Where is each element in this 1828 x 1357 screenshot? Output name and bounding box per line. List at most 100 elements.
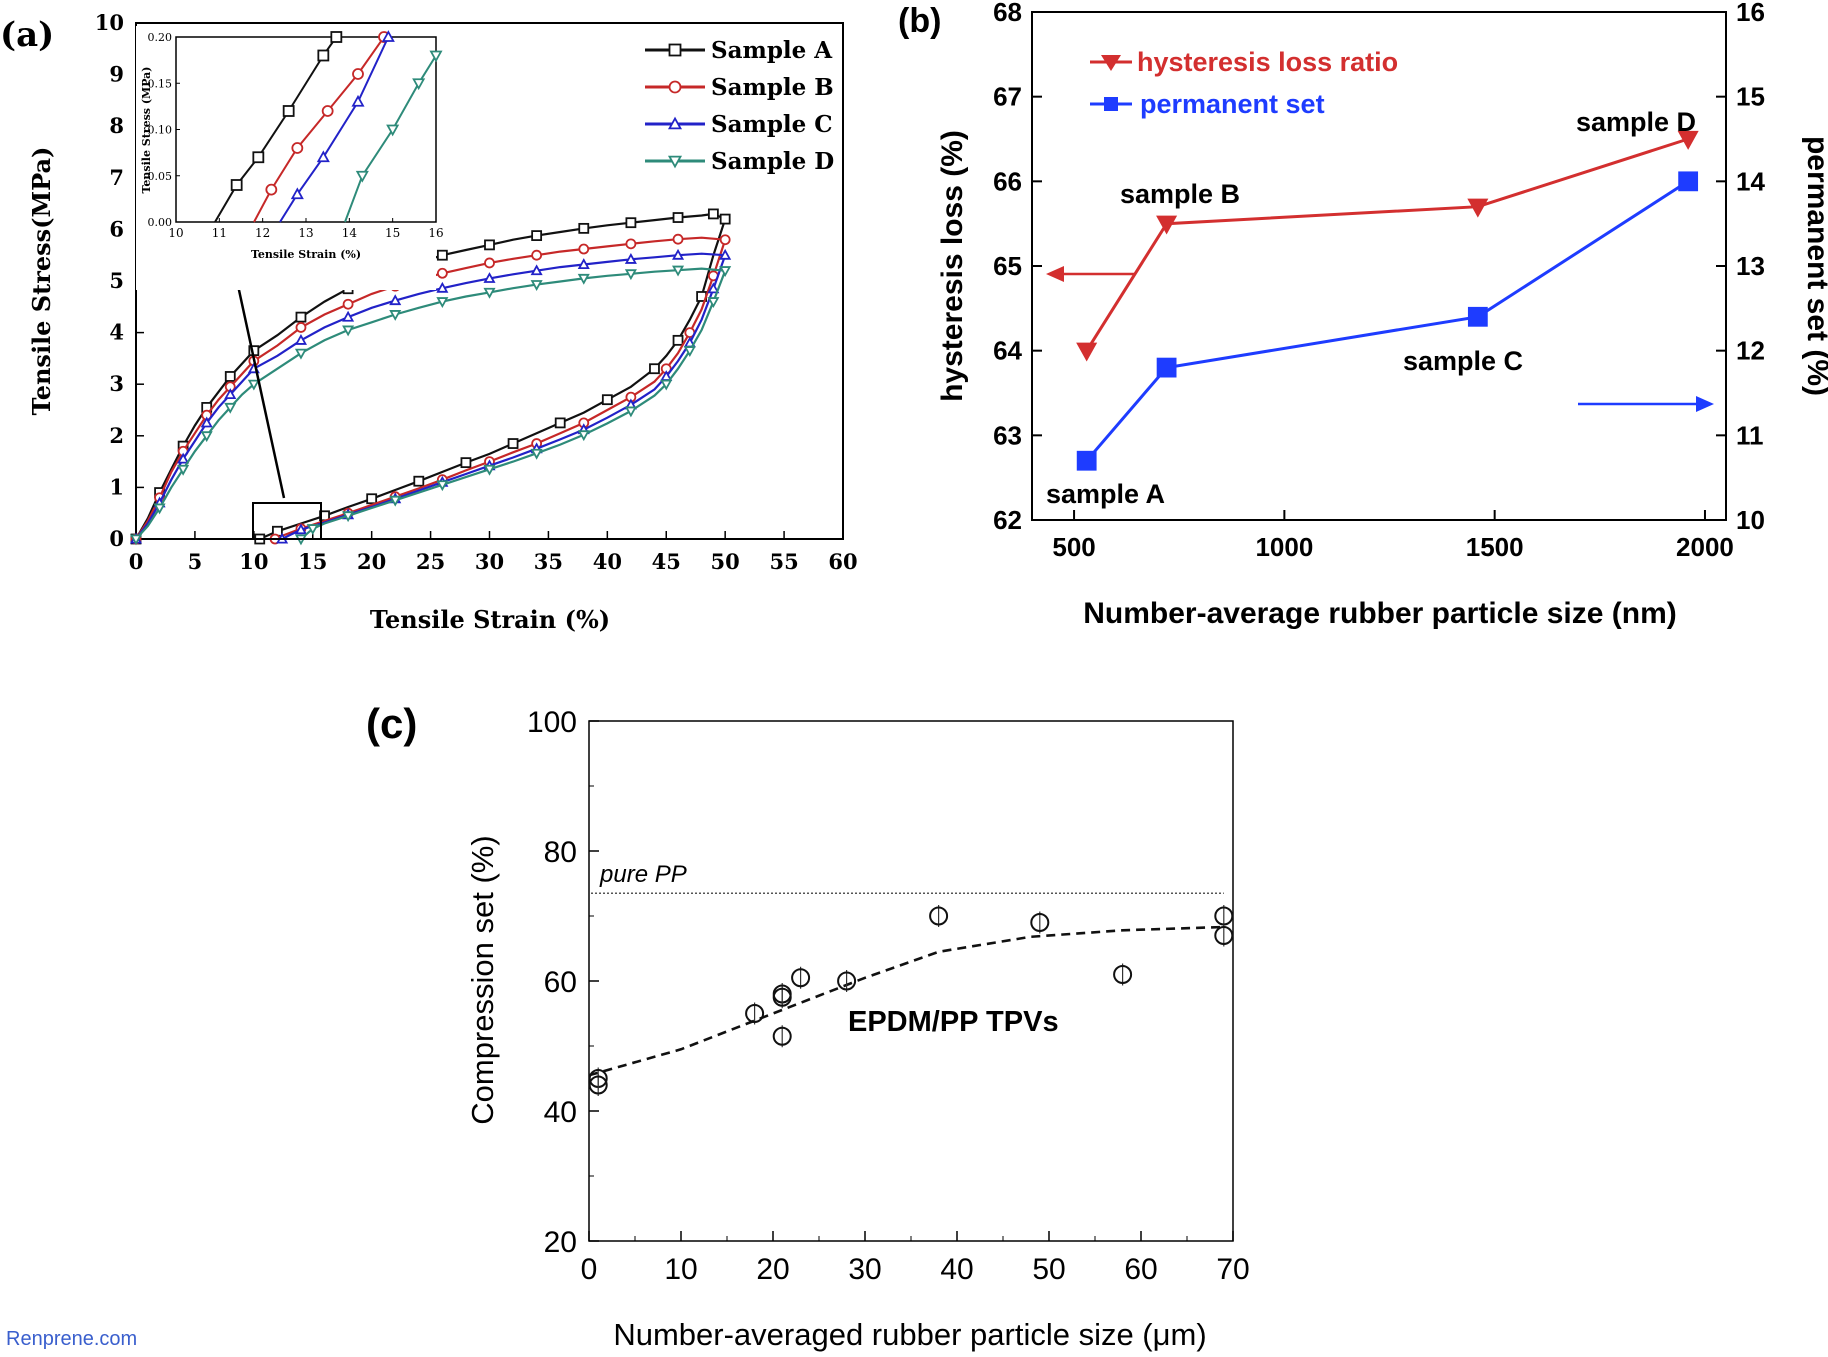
data-point xyxy=(649,363,660,375)
inset-data-point xyxy=(252,151,265,164)
right-y-tick-label: 16 xyxy=(1736,0,1765,27)
data-point xyxy=(624,269,637,281)
data-point xyxy=(306,524,319,536)
inset-data-point xyxy=(412,78,426,91)
data-point xyxy=(577,430,590,442)
data-point xyxy=(436,297,449,308)
data-point xyxy=(484,239,495,251)
y-tick-label: 80 xyxy=(544,836,577,869)
data-point xyxy=(588,1075,608,1095)
data-point xyxy=(483,287,496,299)
y-tick-label: 9 xyxy=(109,62,124,87)
inset-data-point xyxy=(355,170,369,183)
series-line-sample-d xyxy=(135,267,727,540)
data-point xyxy=(745,1004,765,1023)
panel-a-series xyxy=(129,208,732,546)
data-point xyxy=(224,371,236,382)
inset-y-tick-label: 0.20 xyxy=(148,31,173,44)
data-point xyxy=(624,406,637,418)
panel-c-frame xyxy=(588,720,1234,1242)
inset-data-point xyxy=(282,105,295,117)
y-tick-label: 4 xyxy=(109,320,124,345)
data-point xyxy=(224,402,237,414)
y-tick-label: 8 xyxy=(109,113,124,138)
y-tick-label: 60 xyxy=(544,966,577,999)
annotation-sample-b: sample B xyxy=(1120,179,1240,209)
data-point xyxy=(530,448,543,460)
inset-x-tick-label: 13 xyxy=(298,226,313,240)
x-tick-label: 2000 xyxy=(1676,532,1734,562)
panel-b-series xyxy=(1076,130,1699,471)
x-tick-label: 0 xyxy=(581,1253,598,1286)
x-tick-label: 0 xyxy=(129,549,144,574)
data-point xyxy=(436,281,449,293)
right-y-tick-label: 13 xyxy=(1736,251,1765,281)
data-point xyxy=(772,987,792,1007)
data-point xyxy=(578,222,590,234)
legend-label: Sample D xyxy=(711,148,834,175)
series-line-sample-c xyxy=(135,252,727,540)
panel-b-right-y-axis-title: permanent set (%) xyxy=(1801,136,1828,396)
data-point xyxy=(200,431,213,443)
data-point xyxy=(672,233,684,245)
annotation-sample-a: sample A xyxy=(1046,479,1165,509)
data-point xyxy=(577,258,590,269)
x-tick-label: 55 xyxy=(769,549,798,574)
left-y-tick-label: 66 xyxy=(993,166,1022,196)
inset-x-tick-label: 14 xyxy=(342,226,358,240)
watermark: Renprene.com xyxy=(6,1328,138,1350)
series-line-hysteresis-loss-ratio xyxy=(1085,137,1689,352)
inset-x-tick-label: 10 xyxy=(168,226,183,240)
data-point xyxy=(624,252,637,264)
data-point xyxy=(153,503,166,515)
legend-label: Sample A xyxy=(711,37,833,64)
inset-data-point xyxy=(230,179,243,191)
x-tick-label: 40 xyxy=(593,549,622,574)
pure-pp-label: pure PP xyxy=(599,861,687,888)
right-y-tick-label: 10 xyxy=(1736,505,1765,535)
data-point xyxy=(554,417,566,429)
data-point xyxy=(389,294,402,306)
y-tick-label: 6 xyxy=(109,216,124,241)
data-point xyxy=(719,213,731,225)
x-tick-label: 500 xyxy=(1052,532,1095,562)
legend-permanent-set: permanent set xyxy=(1140,89,1325,119)
data-point xyxy=(772,1026,792,1046)
data-point xyxy=(342,298,354,310)
legend-label: Sample C xyxy=(711,111,833,138)
data-point xyxy=(660,379,673,391)
x-tick-label: 1000 xyxy=(1255,532,1313,562)
inset-x-tick-label: 15 xyxy=(385,226,400,240)
right-y-tick-label: 15 xyxy=(1736,82,1765,112)
panel-a-zoom-box xyxy=(252,502,322,540)
x-tick-label: 10 xyxy=(239,549,268,574)
data-point xyxy=(366,493,378,505)
inset-data-point xyxy=(386,124,400,137)
panel-b-label: (b) xyxy=(898,2,941,40)
data-point xyxy=(436,249,448,261)
data-point xyxy=(1113,965,1133,984)
data-point xyxy=(625,217,637,229)
x-tick-label: 50 xyxy=(711,549,740,574)
data-point xyxy=(625,238,637,250)
panel-c-axes: 0 10 20 30 40 50 60 70 20 40 60 80 100 xyxy=(527,706,1250,1286)
panel-a-x-axis-title: Tensile Strain (%) xyxy=(370,605,610,634)
data-point xyxy=(577,273,590,285)
panel-b-axes: 500 1000 1500 2000 62 63 64 65 66 67 68 10 11 12 13 14 1… xyxy=(993,0,1765,562)
legend-triangle-marker xyxy=(1101,55,1121,71)
inset-data-point xyxy=(317,49,330,62)
data-point xyxy=(719,234,731,246)
inset-data-point xyxy=(321,105,334,117)
x-tick-label: 60 xyxy=(828,549,857,574)
data-point xyxy=(484,257,495,269)
panel-a-legend: Sample A Sample B Sample C Sample D xyxy=(645,37,834,175)
left-y-tick-label: 65 xyxy=(993,251,1022,281)
data-point xyxy=(295,311,307,323)
legend-marker xyxy=(668,80,682,94)
y-tick-label: 3 xyxy=(109,371,124,396)
data-point xyxy=(460,457,472,469)
panel-b-legend: hysteresis loss ratio permanent set xyxy=(1090,47,1398,119)
data-point xyxy=(707,208,719,220)
